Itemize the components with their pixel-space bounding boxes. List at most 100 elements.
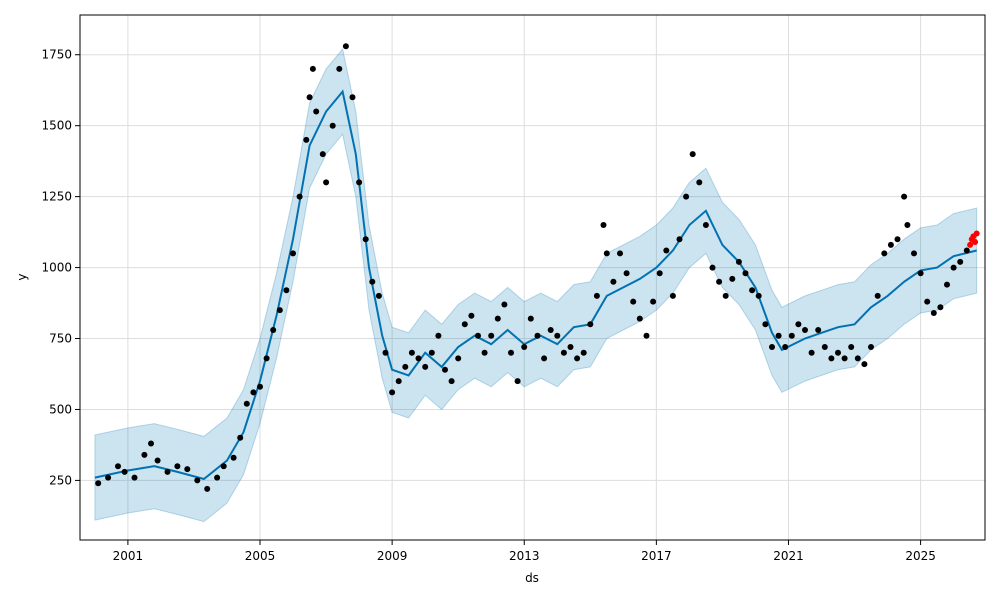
observed-point: [164, 468, 171, 475]
observed-point: [762, 321, 769, 328]
observed-point: [643, 332, 650, 339]
observed-point: [105, 474, 112, 481]
observed-point: [154, 457, 161, 464]
x-tick-label: 2025: [905, 549, 936, 563]
observed-point: [204, 485, 211, 492]
observed-point: [514, 378, 521, 385]
observed-point: [306, 94, 313, 101]
observed-point: [911, 250, 917, 257]
observed-point: [243, 400, 250, 407]
observed-point: [408, 349, 415, 356]
observed-point: [283, 287, 290, 294]
observed-point: [389, 389, 396, 396]
observed-point: [257, 383, 263, 390]
observed-point: [636, 315, 643, 322]
observed-point: [696, 179, 703, 186]
observed-point: [362, 236, 369, 243]
observed-point: [455, 355, 462, 362]
observed-point: [276, 307, 283, 314]
observed-point: [887, 241, 894, 248]
observed-point: [848, 344, 855, 350]
observed-point: [735, 258, 742, 265]
x-axis: 2001 2005 2009 2013 2017 2021 2025: [113, 540, 936, 563]
recent-point: [972, 239, 979, 245]
observed-point: [560, 349, 567, 356]
observed-point: [141, 451, 148, 458]
observed-point: [494, 315, 501, 322]
observed-point: [521, 344, 528, 350]
observed-point: [508, 349, 514, 356]
observed-point: [534, 332, 541, 339]
observed-point: [554, 332, 561, 339]
observed-point: [963, 247, 970, 254]
observed-points: [95, 43, 970, 492]
x-tick-label: 2017: [641, 549, 672, 563]
observed-point: [481, 349, 488, 356]
observed-point: [356, 179, 363, 186]
y-tick-label: 500: [49, 402, 72, 416]
y-tick-label: 1000: [41, 261, 72, 275]
observed-point: [131, 474, 138, 481]
observed-point: [808, 349, 815, 356]
observed-point: [303, 136, 310, 143]
observed-point: [290, 250, 296, 257]
recent-point: [973, 230, 980, 237]
observed-point: [775, 332, 782, 339]
x-axis-label: ds: [525, 571, 539, 585]
observed-point: [574, 355, 581, 362]
observed-point: [600, 222, 607, 228]
observed-point: [769, 344, 775, 350]
observed-point: [593, 292, 600, 299]
observed-point: [580, 349, 587, 356]
observed-point: [194, 477, 201, 484]
observed-point: [319, 151, 326, 158]
observed-point: [722, 292, 729, 299]
observed-point: [263, 355, 270, 362]
observed-point: [220, 463, 227, 470]
observed-point: [270, 327, 277, 333]
observed-point: [782, 344, 789, 350]
observed-point: [917, 270, 924, 277]
observed-point: [461, 321, 468, 328]
observed-point: [329, 122, 336, 129]
observed-point: [527, 315, 534, 322]
y-axis: 250 500 750 1000 1250 1500 1750: [41, 48, 80, 487]
observed-point: [323, 179, 330, 186]
observed-point: [841, 355, 848, 362]
x-tick-label: 2009: [377, 549, 408, 563]
observed-point: [676, 236, 683, 243]
observed-point: [937, 304, 944, 311]
observed-point: [742, 270, 749, 277]
grid: [80, 15, 985, 540]
observed-point: [689, 151, 696, 158]
forecast-line: [94, 89, 977, 481]
observed-point: [121, 468, 128, 475]
observed-point: [709, 264, 716, 271]
observed-point: [250, 389, 257, 396]
observed-point: [930, 310, 937, 316]
observed-point: [435, 332, 442, 339]
x-tick-label: 2021: [773, 549, 804, 563]
y-tick-label: 750: [49, 332, 72, 346]
observed-point: [375, 292, 382, 299]
observed-point: [349, 94, 356, 101]
observed-point: [904, 222, 911, 228]
observed-point: [547, 327, 554, 333]
observed-point: [428, 349, 435, 356]
uncertainty-band: [94, 47, 978, 523]
observed-point: [174, 463, 181, 470]
observed-point: [802, 327, 808, 333]
observed-point: [214, 474, 221, 481]
observed-point: [901, 193, 908, 200]
observed-point: [821, 344, 828, 350]
observed-point: [567, 344, 574, 350]
observed-point: [369, 278, 376, 285]
observed-point: [702, 222, 709, 228]
observed-point: [950, 264, 957, 271]
observed-point: [755, 292, 762, 299]
observed-point: [148, 440, 154, 447]
observed-point: [617, 250, 623, 257]
observed-point: [656, 270, 663, 277]
observed-point: [815, 327, 822, 333]
